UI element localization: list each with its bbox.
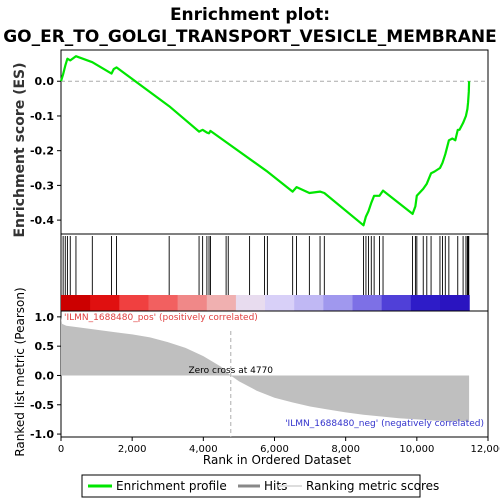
es-y-tick-label: -0.4 xyxy=(30,214,54,227)
legend-ranking-label: Ranking metric scores xyxy=(306,479,439,493)
es-plot-frame xyxy=(60,49,489,235)
heatmap-segment xyxy=(119,295,150,311)
x-tick-label: 10,000 xyxy=(399,444,434,455)
metric-y-tick-label: -1.0 xyxy=(30,428,54,441)
negative-correlation-label: 'ILMN_1688480_neg' (negatively correlate… xyxy=(285,419,484,429)
heatmap-segment xyxy=(352,295,383,311)
heatmap-segment xyxy=(206,295,237,311)
heatmap-segment xyxy=(410,295,441,311)
es-y-tick-label: -0.2 xyxy=(30,145,54,158)
heatmap-segment xyxy=(177,295,208,311)
zero-cross-label: Zero cross at 4770 xyxy=(188,366,273,376)
enrichment-profile-line xyxy=(59,55,471,227)
x-tick-label: 4,000 xyxy=(189,444,218,455)
heatmap-segment xyxy=(90,295,120,311)
heatmap-segment xyxy=(439,295,470,311)
heatmap-segment xyxy=(294,295,324,311)
metric-axis-title: Ranked list metric (Pearson) xyxy=(13,287,27,456)
heatmap-segment xyxy=(265,295,295,311)
positive-correlation-label: 'ILMN_1688480_pos' (positively correlate… xyxy=(64,313,258,323)
es-axis-title: Enrichment score (ES) xyxy=(12,62,28,237)
ranking-metric-area xyxy=(61,316,470,422)
x-tick-label: 12,000 xyxy=(471,444,500,455)
es-y-tick-label: -0.1 xyxy=(30,110,54,123)
x-tick-label: 0 xyxy=(58,444,64,455)
legend: Enrichment profile Hits Ranking metric sco… xyxy=(81,474,439,498)
legend-enrichment-label: Enrichment profile xyxy=(116,479,227,493)
heatmap-segment xyxy=(148,295,179,311)
x-tick-label: 8,000 xyxy=(331,444,360,455)
legend-hits-label: Hits xyxy=(264,479,287,493)
ranked-metric-panel: 1.0 0.5 0.0 -0.5 -1.0 0 2,000 4,000 6,000 8,000 10… xyxy=(30,310,500,455)
x-axis-title: Rank in Ordered Dataset xyxy=(203,453,351,467)
metric-y-tick-label: 1.0 xyxy=(35,311,55,324)
x-tick-label: 2,000 xyxy=(118,444,147,455)
title-line-1: Enrichment plot: xyxy=(170,5,330,25)
heatmap-segment xyxy=(323,295,354,311)
metric-y-tick-label: 0.0 xyxy=(35,369,55,382)
title-line-2: GO_ER_TO_GOLGI_TRANSPORT_VESICLE_MEMBRAN… xyxy=(3,27,497,47)
heatmap-segment xyxy=(61,295,91,311)
heatmap-segment xyxy=(381,295,412,311)
metric-y-tick-label: 0.5 xyxy=(35,340,55,353)
es-y-tick-label: -0.3 xyxy=(30,179,54,192)
x-tick-label: 6,000 xyxy=(260,444,289,455)
enrichment-score-panel: 0.0 -0.1 -0.2 -0.3 -0.4 xyxy=(30,49,489,235)
heatmap-segment xyxy=(235,295,266,311)
hits-panel xyxy=(60,233,489,312)
es-y-tick-label: 0.0 xyxy=(35,75,55,88)
metric-y-tick-label: -0.5 xyxy=(30,399,54,412)
